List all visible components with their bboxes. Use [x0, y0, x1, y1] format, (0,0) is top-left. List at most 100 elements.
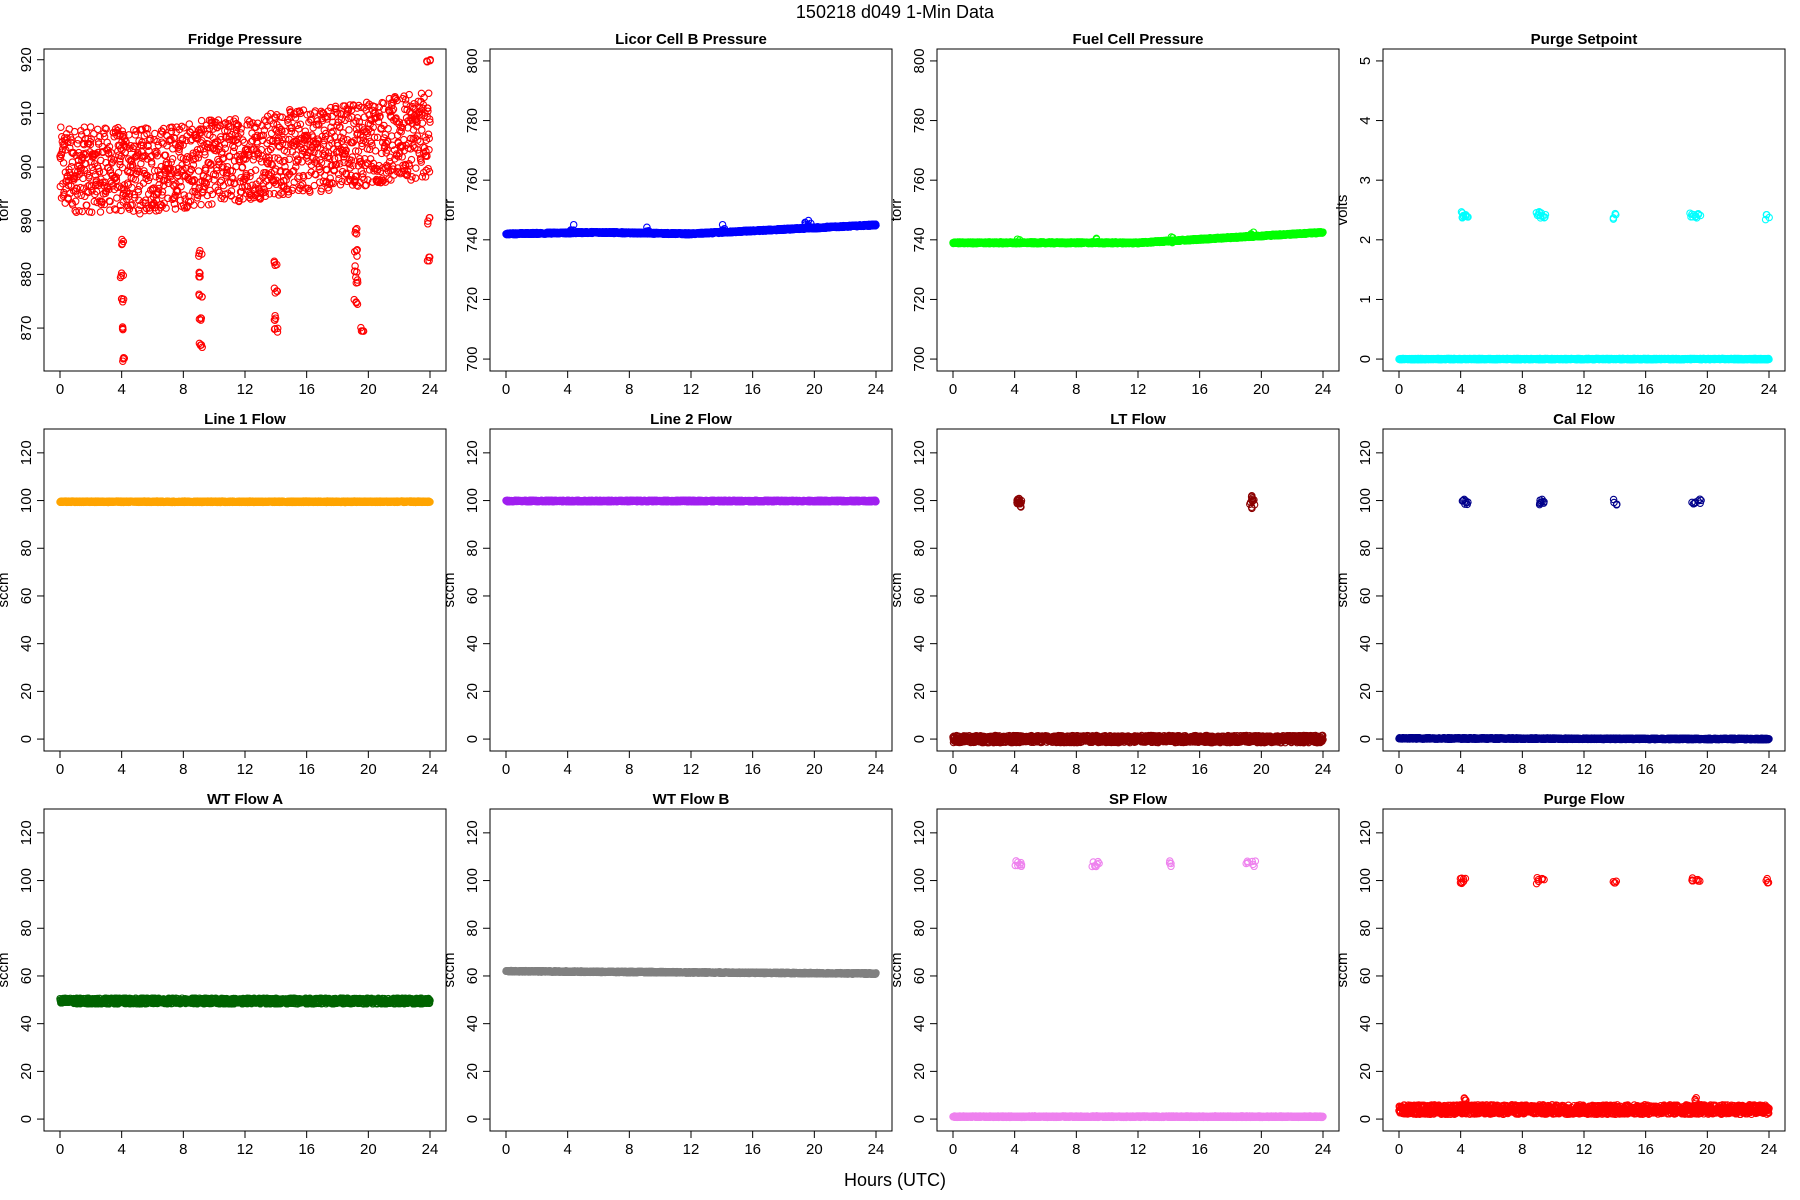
figure-title: 150218 d049 1-Min Data	[796, 2, 995, 22]
data-point	[100, 129, 108, 138]
data-point	[153, 148, 161, 156]
data-point	[156, 203, 165, 212]
figure-x-axis-label: Hours (UTC)	[844, 1170, 946, 1190]
y-tick-label: 740	[911, 227, 928, 252]
y-tick-label: 800	[911, 48, 928, 73]
x-tick-label: 4	[117, 381, 125, 398]
x-axis: 0 4 8 12 16 20 24	[1395, 371, 1778, 398]
data-point	[128, 160, 137, 169]
x-tick-label: 0	[1395, 381, 1403, 398]
data-point	[230, 143, 239, 152]
data-point	[113, 194, 121, 202]
plot-frame	[1382, 48, 1786, 372]
data-point	[203, 173, 211, 182]
y-tick-label: 1	[1357, 295, 1374, 303]
data-point	[175, 145, 184, 153]
x-tick-label: 8	[1518, 381, 1526, 398]
data-point	[93, 125, 102, 134]
data-point	[58, 148, 66, 156]
x-tick-label: 12	[683, 381, 700, 398]
y-tick-label: 780	[464, 108, 481, 133]
data-point	[157, 127, 166, 135]
data-point	[112, 176, 121, 184]
data-point	[119, 130, 128, 139]
data-point	[86, 123, 95, 131]
y-tick-label: 700	[464, 347, 481, 372]
data-point	[98, 198, 106, 206]
data-point	[131, 131, 140, 139]
plot-frame	[936, 48, 1340, 372]
data-point	[177, 182, 185, 191]
data-point	[211, 171, 220, 179]
data-point	[147, 160, 156, 168]
data-point	[82, 159, 90, 168]
data-point	[173, 187, 182, 196]
data-point	[114, 168, 123, 177]
data-point	[68, 158, 77, 166]
y-tick-label: 4	[1357, 116, 1374, 124]
y-axis-label: torr	[0, 199, 12, 222]
data-point	[61, 146, 70, 154]
data-point	[117, 206, 125, 215]
y-tick-label: 870	[18, 316, 35, 341]
x-tick-label: 4	[1456, 381, 1464, 398]
x-tick-label: 20	[1699, 381, 1716, 398]
data-point	[112, 206, 120, 214]
y-tick-label: 900	[18, 155, 35, 180]
data-point	[63, 134, 71, 142]
data-point	[159, 140, 167, 148]
data-point	[345, 126, 353, 134]
data-point	[221, 126, 229, 135]
x-tick-label: 24	[1761, 381, 1778, 398]
data-point	[185, 192, 193, 200]
data-point	[216, 133, 225, 141]
data-point	[151, 150, 160, 158]
data-point	[202, 166, 210, 175]
data-point	[71, 197, 80, 206]
data-point	[59, 159, 68, 167]
x-tick-label: 20	[360, 381, 377, 398]
data-point	[94, 164, 102, 172]
y-tick-label: 760	[464, 168, 481, 193]
data-point	[418, 126, 426, 134]
x-tick-label: 12	[1576, 381, 1593, 398]
y-tick-label: 800	[464, 48, 481, 73]
x-tick-label: 16	[298, 381, 315, 398]
data-point	[193, 146, 202, 154]
data-point	[74, 136, 83, 144]
y-tick-label: 700	[911, 347, 928, 372]
data-point	[116, 157, 124, 166]
data-point	[220, 195, 229, 203]
x-axis: 0 4 8 12 16 20 24	[502, 371, 884, 398]
y-tick-label: 890	[18, 208, 35, 233]
data-point	[153, 151, 162, 160]
y-tick-label: 720	[464, 287, 481, 312]
data-point	[92, 150, 100, 158]
x-axis: 0 4 8 12 16 20 24	[949, 371, 1331, 398]
data-point	[180, 191, 188, 199]
y-tick-label: 910	[18, 101, 35, 126]
data-point	[161, 151, 170, 160]
data-point	[197, 200, 205, 209]
data-points	[56, 55, 435, 365]
data-point	[189, 156, 198, 164]
data-point	[123, 201, 131, 210]
y-tick-label: 880	[18, 262, 35, 287]
x-tick-label: 8	[179, 381, 187, 398]
data-point	[384, 125, 392, 133]
data-point	[95, 167, 104, 176]
data-point	[160, 199, 168, 207]
data-point	[182, 136, 190, 145]
data-point	[122, 138, 130, 146]
data-point	[128, 163, 137, 172]
data-point	[135, 167, 144, 176]
data-point	[106, 197, 114, 206]
data-point	[191, 154, 200, 163]
data-point	[160, 181, 168, 190]
